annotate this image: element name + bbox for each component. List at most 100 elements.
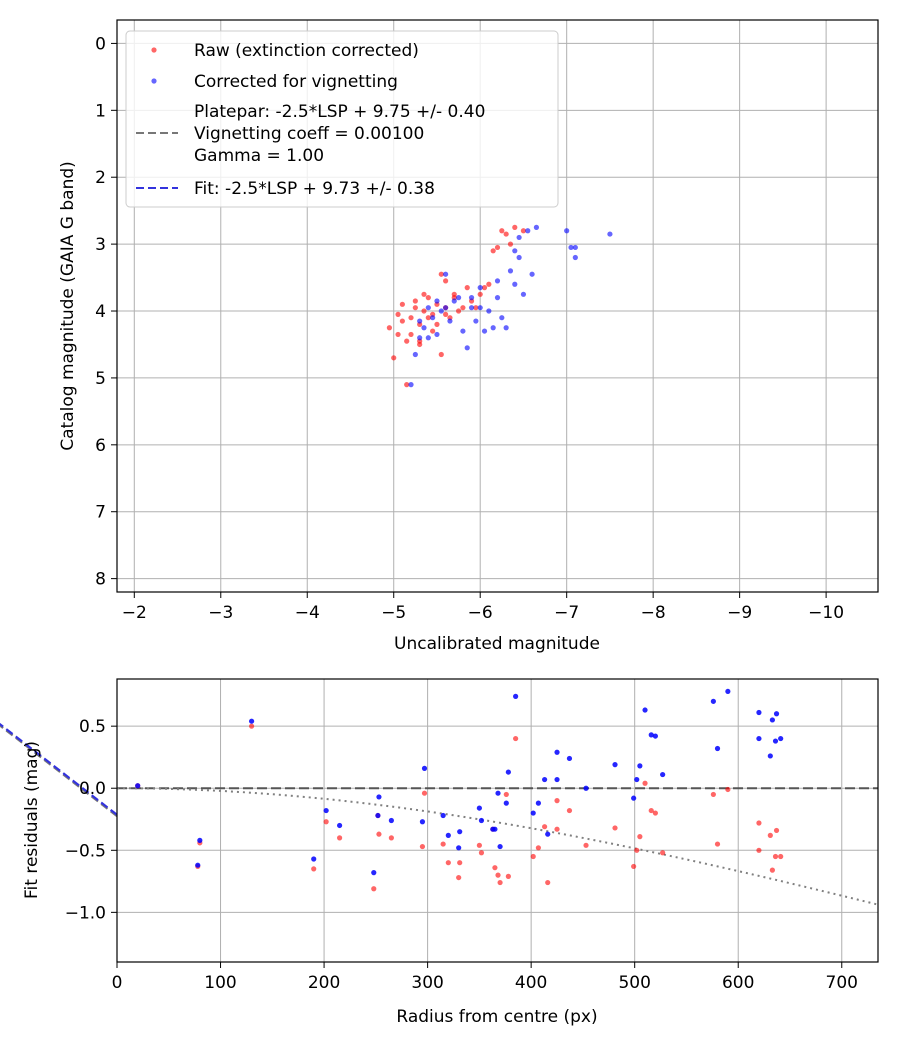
bottom-point-corrected bbox=[631, 795, 637, 801]
bottom-point-raw bbox=[371, 886, 377, 892]
bottom-point-raw bbox=[513, 735, 519, 742]
bottom-point-corrected bbox=[612, 762, 618, 768]
top-y-axis-label: Catalog magnitude (GAIA G band) bbox=[58, 161, 78, 451]
top-point-corrected bbox=[417, 318, 423, 324]
top-y-tick-label: 0 bbox=[95, 34, 106, 54]
bottom-point-corrected bbox=[513, 693, 519, 699]
bottom-point-corrected bbox=[419, 819, 426, 825]
bottom-point-corrected bbox=[554, 749, 560, 755]
top-point-raw bbox=[395, 311, 401, 317]
legend-vignetting-label: Vignetting coeff = 0.00100 bbox=[194, 124, 424, 144]
bottom-x-tick-label: 300 bbox=[411, 973, 443, 993]
bottom-point-raw bbox=[248, 723, 255, 729]
top-y-tick-label: 6 bbox=[95, 436, 106, 456]
bottom-point-raw bbox=[648, 807, 654, 814]
top-point-corrected bbox=[430, 315, 436, 321]
bottom-point-corrected bbox=[505, 769, 511, 775]
bottom-x-tick-label: 600 bbox=[722, 973, 754, 993]
bottom-point-raw bbox=[769, 867, 775, 873]
top-point-corrected bbox=[494, 278, 501, 284]
top-x-tick-label: −9 bbox=[727, 603, 752, 623]
top-point-raw bbox=[443, 278, 449, 284]
top-y-tick-label: 4 bbox=[95, 302, 106, 322]
top-point-raw bbox=[421, 291, 427, 297]
top-y-tick-label: 1 bbox=[95, 101, 106, 121]
bottom-point-corrected bbox=[756, 735, 762, 742]
bottom-point-raw bbox=[637, 834, 643, 840]
bottom-point-raw bbox=[756, 847, 762, 853]
top-point-raw bbox=[395, 331, 401, 338]
top-point-raw bbox=[434, 321, 440, 327]
top-point-raw bbox=[399, 318, 405, 324]
top-x-tick-label: −8 bbox=[641, 603, 666, 623]
legend-fit-label: Fit: -2.5*LSP + 9.73 +/- 0.38 bbox=[194, 179, 435, 199]
bottom-point-corrected bbox=[311, 856, 317, 862]
top-point-raw bbox=[494, 244, 501, 251]
bottom-point-corrected bbox=[492, 826, 498, 832]
bottom-point-raw bbox=[376, 831, 382, 837]
bottom-point-raw bbox=[631, 863, 637, 870]
bottom-point-corrected bbox=[660, 771, 666, 778]
top-point-corrected bbox=[607, 231, 613, 237]
top-point-corrected bbox=[434, 298, 440, 304]
bottom-point-raw bbox=[337, 835, 343, 841]
bottom-point-raw bbox=[634, 847, 640, 853]
bottom-vignetting-curve bbox=[117, 787, 879, 906]
top-point-raw bbox=[451, 291, 457, 297]
top-point-corrected bbox=[572, 244, 578, 251]
top-point-corrected bbox=[464, 345, 470, 351]
top-point-raw bbox=[425, 315, 431, 321]
bottom-point-corrected bbox=[495, 790, 501, 796]
top-point-corrected bbox=[516, 234, 522, 241]
legend-box bbox=[125, 30, 559, 208]
bottom-point-raw bbox=[612, 825, 618, 831]
bottom-point-corrected bbox=[478, 817, 485, 824]
bottom-point-raw bbox=[542, 824, 548, 830]
top-point-raw bbox=[421, 308, 427, 314]
top-point-corrected bbox=[438, 308, 444, 314]
bottom-point-raw bbox=[388, 835, 394, 841]
bottom-point-corrected bbox=[710, 698, 716, 704]
bottom-point-corrected bbox=[440, 812, 446, 819]
bottom-point-corrected bbox=[323, 807, 329, 814]
bottom-point-corrected bbox=[642, 707, 648, 713]
bottom-point-raw bbox=[478, 850, 485, 856]
bottom-point-raw bbox=[714, 841, 721, 847]
bottom-point-raw bbox=[566, 807, 573, 814]
bottom-point-raw bbox=[773, 827, 780, 834]
bottom-point-corrected bbox=[554, 776, 560, 783]
top-point-corrected bbox=[455, 295, 462, 301]
top-axes-frame bbox=[116, 19, 879, 593]
top-point-corrected bbox=[473, 318, 479, 324]
top-point-corrected bbox=[443, 271, 449, 277]
bottom-point-raw bbox=[554, 826, 560, 832]
bottom-point-raw bbox=[440, 841, 446, 847]
bottom-point-raw bbox=[503, 791, 509, 798]
top-point-raw bbox=[507, 241, 514, 247]
top-point-corrected bbox=[516, 254, 522, 261]
bottom-point-corrected bbox=[337, 822, 343, 829]
top-point-corrected bbox=[572, 254, 578, 261]
top-point-corrected bbox=[486, 308, 492, 314]
top-point-corrected bbox=[443, 305, 449, 311]
top-point-raw bbox=[490, 248, 496, 254]
top-point-corrected bbox=[490, 325, 496, 331]
top-point-corrected bbox=[533, 224, 540, 230]
top-point-corrected bbox=[434, 331, 440, 338]
top-point-corrected bbox=[477, 285, 483, 291]
bottom-point-corrected bbox=[714, 745, 721, 752]
top-x-axis-label: Uncalibrated magnitude bbox=[394, 634, 600, 654]
bottom-x-tick-label: 400 bbox=[515, 973, 547, 993]
bottom-point-raw bbox=[710, 791, 716, 798]
top-y-tick-label: 8 bbox=[95, 570, 106, 590]
bottom-point-corrected bbox=[772, 738, 779, 744]
top-point-raw bbox=[404, 382, 410, 388]
bottom-x-ticks: 0 100 200 300 400 500 600 700 bbox=[112, 962, 858, 993]
bottom-point-raw bbox=[554, 798, 560, 804]
top-point-corrected bbox=[460, 328, 466, 334]
bottom-point-raw bbox=[476, 842, 482, 848]
bottom-x-tick-label: 0 bbox=[112, 973, 123, 993]
top-point-raw bbox=[425, 295, 431, 301]
top-point-raw bbox=[455, 308, 462, 314]
